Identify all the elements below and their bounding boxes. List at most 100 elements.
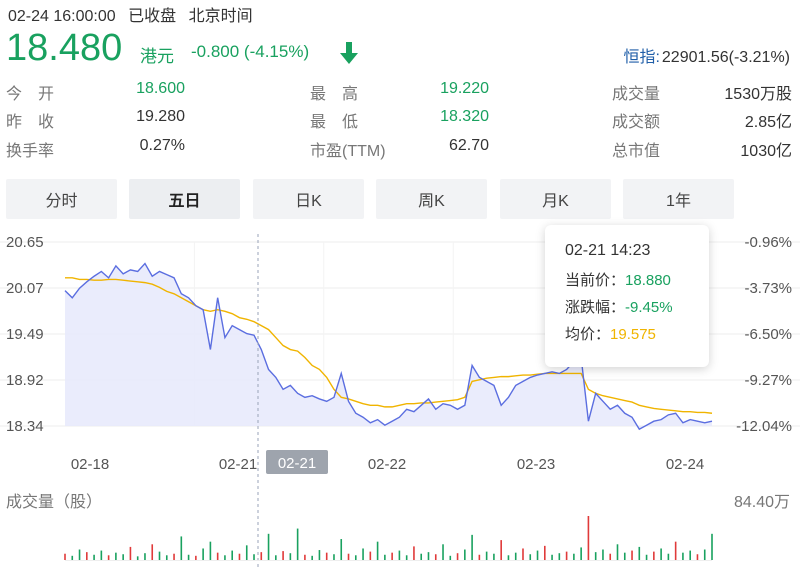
tab-intraday[interactable]: 分时 xyxy=(6,179,117,219)
tooltip-price-row: 当前价：18.880 xyxy=(565,267,709,294)
currency-label: 港元 xyxy=(140,47,174,66)
turnover-rate-value: 0.27% xyxy=(139,137,185,154)
price-area-fill xyxy=(65,263,712,430)
amount-label: 成交额 xyxy=(612,114,661,131)
volume-bar xyxy=(391,552,393,560)
market-cap-value: 1030亿 xyxy=(740,143,792,160)
volume-bar xyxy=(434,554,437,560)
tooltip-time: 02-21 14:23 xyxy=(565,242,651,259)
volume-bar xyxy=(86,552,88,560)
volume-bar xyxy=(674,541,677,560)
volume-bar xyxy=(420,553,423,560)
tab-five-day[interactable]: 五日 xyxy=(129,179,240,219)
open-value: 18.600 xyxy=(136,80,185,97)
volume-bar xyxy=(151,544,154,560)
y-pct-tick-label: -6.50% xyxy=(744,326,792,343)
prev-close-value: 19.280 xyxy=(136,108,185,125)
high-label: 最 高 xyxy=(310,86,359,103)
crosshair-date-label: 02-21 xyxy=(278,455,316,472)
low-value: 18.320 xyxy=(440,108,489,125)
volume-bar xyxy=(653,551,655,560)
volume-bar xyxy=(413,546,415,560)
y-tick-label: 18.34 xyxy=(6,418,44,435)
x-tick-label: 02-18 xyxy=(71,456,109,473)
volume-bar xyxy=(471,534,473,560)
volume-label: 成交量 xyxy=(612,86,661,103)
y-tick-label: 20.65 xyxy=(6,234,44,251)
last-price: 18.480 xyxy=(6,27,123,69)
hang-seng-index[interactable]: 恒指: 22901.56(-3.21%) xyxy=(623,43,790,67)
y-tick-label: 20.07 xyxy=(6,280,44,297)
volume-bar xyxy=(551,554,553,560)
volume-bar xyxy=(696,554,699,560)
index-label[interactable]: 恒指: xyxy=(623,49,660,66)
volume-bar xyxy=(645,554,648,560)
volume-value: 1530万股 xyxy=(724,86,792,103)
tab-daily-k[interactable]: 日K xyxy=(253,179,364,219)
volume-bar xyxy=(71,555,74,560)
x-tick-label: 02-22 xyxy=(368,456,406,473)
quote-status-line: 02-24 16:00:00 已收盘 北京时间 xyxy=(8,2,261,26)
tooltip-avg-label: 均价： xyxy=(565,326,611,343)
average-price-line xyxy=(65,277,713,414)
pe-value: 62.70 xyxy=(448,137,489,154)
amount-value: 2.85亿 xyxy=(744,114,792,131)
volume-bar xyxy=(115,552,117,560)
volume-bar xyxy=(456,553,459,560)
volume-bar xyxy=(623,552,626,560)
volume-bar xyxy=(427,552,430,560)
volume-bar xyxy=(158,551,161,560)
tooltip-avg-value: 19.575 xyxy=(610,326,656,343)
down-arrow-icon xyxy=(340,42,358,64)
volume-bar xyxy=(587,516,590,560)
volume-bar xyxy=(78,549,81,560)
index-value: 22901.56(-3.21%) xyxy=(661,49,790,66)
volume-bar xyxy=(405,555,408,560)
y-pct-tick-label: -3.73% xyxy=(744,280,792,297)
tooltip-change-value: -9.45% xyxy=(625,299,673,316)
volume-chart-title: 成交量（股） xyxy=(6,494,103,511)
tab-monthly-k[interactable]: 月K xyxy=(500,179,611,219)
market-status: 已收盘 xyxy=(128,8,177,25)
tooltip-avg-row: 均价：19.575 xyxy=(565,321,709,348)
volume-bar xyxy=(275,555,277,560)
y-pct-tick-label: -9.27% xyxy=(744,372,792,389)
volume-bar xyxy=(478,554,481,560)
volume-bar xyxy=(580,547,582,560)
y-pct-tick-label: -0.96% xyxy=(744,234,792,251)
volume-bar xyxy=(369,551,372,560)
low-label: 最 低 xyxy=(310,114,359,131)
open-label: 今 开 xyxy=(6,86,55,103)
volume-bar xyxy=(267,533,270,560)
volume-bar xyxy=(224,555,226,560)
market-cap-label: 总市值 xyxy=(612,143,661,160)
tab-one-year[interactable]: 1年 xyxy=(623,179,734,219)
chart-tooltip: 02-21 14:23 当前价：18.880 涨跌幅：-9.45% 均价：19.… xyxy=(545,225,709,367)
volume-bar xyxy=(667,553,670,560)
volume-bar xyxy=(245,545,248,560)
price-change: -0.800 (-4.15%) xyxy=(191,42,310,61)
volume-bar xyxy=(536,550,539,560)
volume-bar xyxy=(398,550,401,560)
x-tick-label: 02-21 xyxy=(219,456,257,473)
volume-bar xyxy=(296,528,299,560)
volume-bar xyxy=(682,552,684,560)
volume-bar xyxy=(187,554,190,560)
volume-bar xyxy=(529,554,532,560)
volume-bar xyxy=(311,555,313,560)
volume-bar xyxy=(340,539,343,560)
volume-bar xyxy=(129,546,132,560)
tooltip-change-row: 涨跌幅：-9.45% xyxy=(565,294,709,321)
volume-max-label: 84.40万 xyxy=(733,494,790,511)
volume-bar xyxy=(180,536,183,560)
tooltip-price-label: 当前价： xyxy=(565,272,626,289)
price-line xyxy=(64,262,713,431)
tab-weekly-k[interactable]: 周K xyxy=(376,179,487,219)
volume-bar xyxy=(304,554,306,560)
volume-bar xyxy=(507,555,510,560)
volume-bar xyxy=(500,540,502,560)
volume-bar xyxy=(64,553,66,560)
volume-bar xyxy=(144,553,146,560)
volume-bar xyxy=(333,554,335,560)
volume-bar xyxy=(384,554,386,560)
